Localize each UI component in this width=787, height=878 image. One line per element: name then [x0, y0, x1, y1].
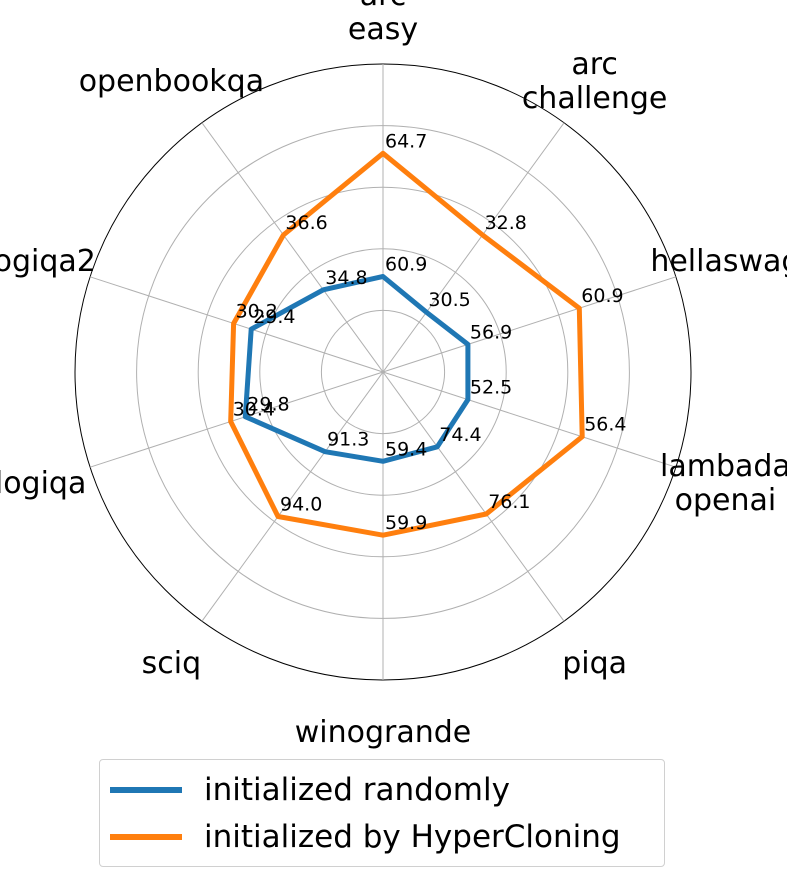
category-label: lambada openai	[660, 449, 787, 518]
legend: initialized randomly initialized by Hype…	[99, 759, 665, 867]
grid-spoke	[382, 276, 677, 373]
data-label: 30.2	[236, 301, 278, 323]
grid-spoke	[382, 122, 565, 373]
legend-swatch-hypercloning	[110, 834, 182, 840]
data-label: 32.8	[485, 212, 527, 234]
grid-spoke	[89, 276, 384, 373]
grid-spoke	[201, 122, 384, 373]
data-label: 60.9	[581, 285, 623, 307]
grid-spoke	[382, 371, 565, 622]
legend-swatch-random	[110, 787, 182, 793]
series-line-0	[242, 274, 471, 464]
data-label: 74.4	[439, 424, 481, 446]
series-layer	[228, 150, 585, 538]
grid-spoke	[89, 371, 384, 468]
data-label: 59.9	[385, 512, 427, 534]
category-label: logiqa	[0, 466, 86, 501]
category-label: hellaswag	[650, 244, 787, 279]
data-label: 56.4	[584, 414, 626, 436]
series-line-1	[228, 150, 585, 538]
legend-label-random: initialized randomly	[204, 772, 510, 808]
value-labels: 60.930.556.952.574.459.491.329.829.434.8…	[233, 130, 627, 534]
data-label: 60.9	[385, 254, 427, 276]
category-label: logiqa2	[0, 244, 96, 279]
data-label: 30.4	[233, 399, 275, 421]
category-label: sciq	[142, 646, 202, 681]
legend-item-random: initialized randomly	[110, 770, 510, 810]
data-label: 59.4	[385, 438, 427, 460]
data-label: 76.1	[488, 491, 530, 513]
data-label: 56.9	[470, 321, 512, 343]
data-label: 29.8	[247, 394, 289, 416]
grid-spoke	[382, 371, 677, 468]
legend-item-hypercloning: initialized by HyperCloning	[110, 817, 621, 857]
data-label: 29.4	[253, 306, 295, 328]
data-label: 52.5	[470, 377, 512, 399]
data-label: 36.6	[285, 212, 327, 234]
data-label: 34.8	[325, 267, 367, 289]
category-label: arc challenge	[522, 47, 668, 116]
grid-spoke	[201, 371, 384, 622]
category-label: piqa	[562, 646, 627, 681]
data-label: 30.5	[428, 289, 470, 311]
category-label: arceasy	[348, 0, 418, 47]
category-label: openbookqa	[79, 64, 264, 99]
radar-grid	[74, 63, 692, 681]
data-label: 94.0	[280, 494, 322, 516]
data-label: 91.3	[327, 429, 369, 451]
data-label: 64.7	[385, 130, 427, 152]
legend-label-hypercloning: initialized by HyperCloning	[204, 819, 621, 855]
category-label: winogrande	[295, 715, 472, 750]
